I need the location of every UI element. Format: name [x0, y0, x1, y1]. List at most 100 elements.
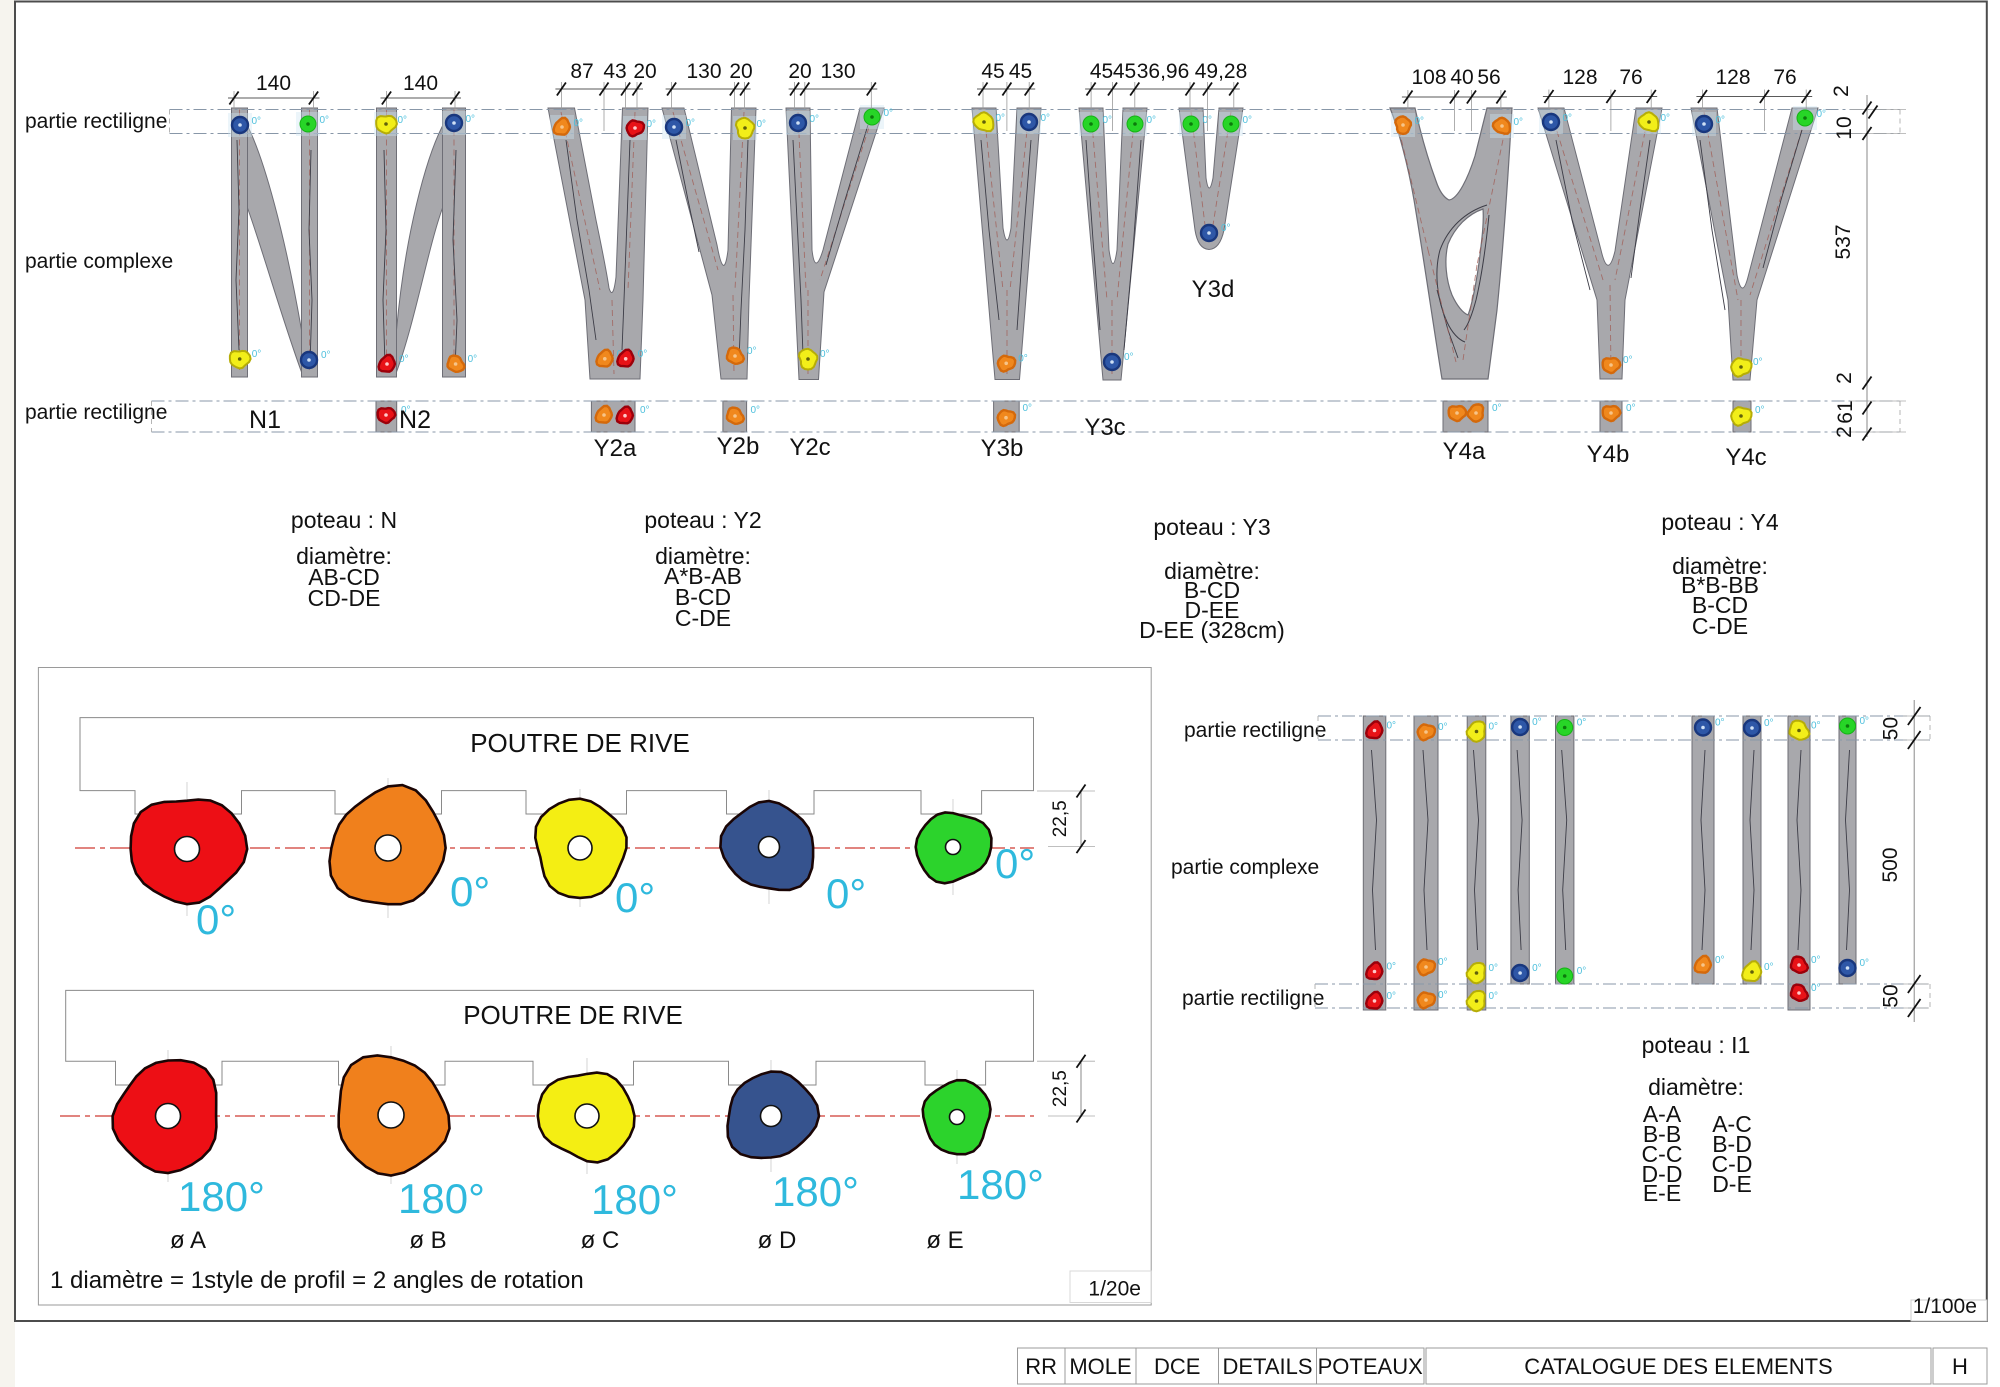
svg-text:0°: 0°	[820, 349, 830, 360]
svg-text:0°: 0°	[747, 346, 757, 357]
svg-text:Y4b: Y4b	[1587, 441, 1630, 468]
svg-text:A*B-AB: A*B-AB	[664, 563, 742, 589]
svg-text:1/100e: 1/100e	[1913, 1295, 1977, 1318]
svg-text:0°: 0°	[1415, 116, 1425, 127]
svg-text:537: 537	[1832, 224, 1855, 259]
svg-text:B*B-BB: B*B-BB	[1681, 572, 1759, 598]
svg-text:B-B: B-B	[1643, 1121, 1681, 1147]
svg-text:20: 20	[788, 60, 811, 83]
svg-text:10: 10	[1833, 116, 1856, 139]
svg-text:MOLE: MOLE	[1069, 1354, 1131, 1379]
svg-text:0°: 0°	[1860, 716, 1870, 727]
svg-text:0°: 0°	[810, 114, 820, 125]
svg-text:poteau : Y4: poteau : Y4	[1661, 509, 1778, 535]
svg-text:N2: N2	[399, 406, 431, 434]
svg-text:0°: 0°	[1103, 115, 1113, 126]
svg-text:2: 2	[1830, 85, 1853, 97]
svg-text:B-CD: B-CD	[1692, 592, 1748, 618]
svg-text:0°: 0°	[1811, 983, 1821, 994]
svg-text:diamètre:: diamètre:	[1672, 553, 1768, 579]
svg-text:ø B: ø B	[409, 1227, 446, 1254]
svg-text:0°: 0°	[1018, 353, 1028, 364]
svg-text:0°: 0°	[1438, 990, 1448, 1001]
svg-text:1 diamètre = 1style de profil: 1 diamètre = 1style de profil = 2 angles…	[50, 1267, 584, 1294]
svg-text:DETAILS: DETAILS	[1222, 1354, 1312, 1379]
svg-text:partie complexe: partie complexe	[25, 250, 173, 273]
svg-text:0°: 0°	[1755, 405, 1765, 416]
svg-text:partie rectiligne: partie rectiligne	[25, 401, 167, 424]
svg-text:0°: 0°	[401, 405, 411, 416]
svg-text:0°: 0°	[399, 354, 409, 365]
svg-text:128: 128	[1715, 66, 1750, 89]
svg-text:E-E: E-E	[1643, 1180, 1681, 1206]
svg-text:0°: 0°	[1221, 223, 1231, 234]
svg-text:140: 140	[256, 72, 291, 95]
svg-text:0°: 0°	[1563, 113, 1573, 124]
svg-text:140: 140	[403, 72, 438, 95]
svg-text:180°: 180°	[591, 1176, 678, 1223]
svg-text:0°: 0°	[1661, 113, 1671, 124]
svg-text:Y3b: Y3b	[981, 435, 1024, 462]
svg-text:C-C: C-C	[1642, 1141, 1683, 1167]
svg-text:0°: 0°	[1577, 966, 1587, 977]
svg-text:POUTRE DE RIVE: POUTRE DE RIVE	[470, 728, 690, 758]
svg-text:C-DE: C-DE	[1692, 613, 1748, 639]
svg-text:Y2c: Y2c	[789, 434, 830, 461]
svg-text:1/20e: 1/20e	[1088, 1278, 1141, 1301]
svg-text:Y4a: Y4a	[1443, 438, 1486, 465]
svg-text:poteau : I1: poteau : I1	[1642, 1032, 1751, 1058]
svg-text:0°: 0°	[320, 115, 330, 126]
svg-text:poteau : N: poteau : N	[291, 507, 397, 533]
svg-text:H: H	[1952, 1354, 1968, 1379]
svg-text:0°: 0°	[996, 113, 1006, 124]
svg-text:50: 50	[1880, 717, 1903, 740]
svg-text:0°: 0°	[1626, 403, 1636, 414]
svg-text:0°: 0°	[574, 118, 584, 129]
svg-text:partie complexe: partie complexe	[1171, 856, 1319, 879]
svg-text:D-D: D-D	[1642, 1161, 1683, 1187]
svg-text:500: 500	[1879, 847, 1902, 882]
svg-text:A-C: A-C	[1712, 1111, 1752, 1137]
svg-text:0°: 0°	[1387, 721, 1397, 732]
svg-text:0°: 0°	[1716, 115, 1726, 126]
svg-text:diamètre:: diamètre:	[1648, 1074, 1744, 1100]
svg-text:0°: 0°	[1489, 963, 1499, 974]
svg-text:0°: 0°	[1147, 115, 1157, 126]
svg-text:45: 45	[1113, 60, 1136, 83]
svg-text:0°: 0°	[1124, 352, 1134, 363]
svg-text:76: 76	[1773, 66, 1796, 89]
svg-text:ø C: ø C	[581, 1227, 620, 1254]
svg-text:20: 20	[633, 60, 656, 83]
svg-text:45: 45	[1090, 60, 1113, 83]
svg-text:87: 87	[570, 60, 593, 83]
svg-text:0°: 0°	[1438, 957, 1448, 968]
svg-text:D-EE (328cm): D-EE (328cm)	[1139, 617, 1285, 643]
svg-text:108: 108	[1411, 66, 1446, 89]
svg-text:Y2b: Y2b	[717, 433, 760, 460]
svg-text:180°: 180°	[398, 1175, 485, 1222]
svg-text:180°: 180°	[772, 1168, 859, 1215]
svg-text:50: 50	[1880, 984, 1903, 1007]
svg-text:0°: 0°	[1817, 109, 1827, 120]
svg-text:0°: 0°	[826, 870, 866, 917]
svg-text:0°: 0°	[647, 119, 657, 130]
svg-text:49,28: 49,28	[1195, 60, 1248, 83]
svg-text:130: 130	[820, 60, 855, 83]
svg-text:Y3d: Y3d	[1192, 276, 1235, 303]
svg-text:A-A: A-A	[1643, 1101, 1682, 1127]
svg-text:0°: 0°	[1532, 963, 1542, 974]
svg-text:36,96: 36,96	[1137, 60, 1190, 83]
svg-text:C-DE: C-DE	[675, 605, 731, 631]
svg-text:0°: 0°	[1532, 717, 1542, 728]
svg-text:0°: 0°	[1489, 722, 1499, 733]
svg-text:43: 43	[603, 60, 626, 83]
svg-text:180°: 180°	[957, 1161, 1044, 1208]
svg-text:0°: 0°	[1715, 955, 1725, 966]
svg-text:0°: 0°	[1577, 718, 1587, 729]
svg-text:0°: 0°	[686, 118, 696, 129]
svg-text:0°: 0°	[1438, 722, 1448, 733]
svg-text:0°: 0°	[1023, 403, 1033, 414]
svg-text:diamètre:: diamètre:	[655, 543, 751, 569]
svg-text:0°: 0°	[1041, 113, 1051, 124]
svg-text:0°: 0°	[638, 349, 648, 360]
